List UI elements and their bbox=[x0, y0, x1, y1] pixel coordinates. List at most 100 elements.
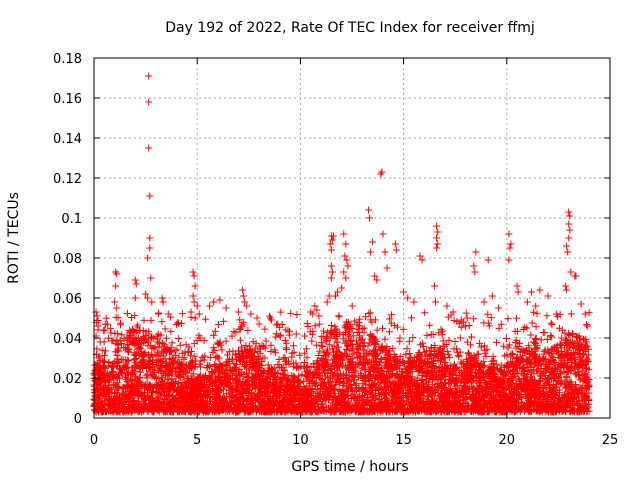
data-point bbox=[133, 375, 141, 383]
data-point bbox=[407, 375, 415, 383]
data-point bbox=[147, 342, 155, 350]
data-point bbox=[581, 382, 589, 390]
data-point bbox=[452, 406, 460, 414]
data-point bbox=[570, 394, 578, 402]
data-point bbox=[507, 383, 515, 391]
data-point bbox=[165, 380, 173, 388]
data-point bbox=[135, 392, 143, 400]
data-point bbox=[110, 363, 118, 371]
data-point bbox=[529, 378, 537, 386]
data-point bbox=[333, 395, 341, 403]
data-point bbox=[332, 381, 340, 389]
data-point bbox=[532, 323, 540, 331]
data-point bbox=[409, 397, 417, 405]
data-point bbox=[166, 408, 174, 416]
data-point bbox=[451, 394, 459, 402]
data-point bbox=[453, 379, 461, 387]
data-point bbox=[544, 392, 552, 400]
data-point bbox=[149, 356, 157, 364]
data-point bbox=[555, 406, 563, 414]
data-point bbox=[124, 348, 132, 356]
data-point bbox=[485, 397, 493, 405]
data-point bbox=[257, 408, 265, 416]
data-point bbox=[554, 373, 562, 381]
data-point bbox=[222, 378, 230, 386]
data-point bbox=[363, 407, 371, 415]
data-point bbox=[526, 407, 534, 415]
data-point bbox=[549, 407, 557, 415]
data-point bbox=[534, 381, 542, 389]
data-point bbox=[98, 402, 106, 410]
data-point bbox=[508, 374, 516, 382]
data-point bbox=[422, 352, 430, 360]
data-point bbox=[120, 335, 128, 343]
data-point bbox=[267, 373, 275, 381]
data-point bbox=[568, 329, 576, 337]
data-point bbox=[406, 378, 414, 386]
data-point bbox=[481, 376, 489, 384]
data-point bbox=[268, 366, 276, 374]
data-point bbox=[515, 375, 523, 383]
data-point bbox=[132, 372, 140, 380]
data-point bbox=[268, 384, 276, 392]
data-point bbox=[154, 382, 162, 390]
data-point bbox=[556, 342, 564, 350]
data-point bbox=[165, 371, 173, 379]
data-point bbox=[238, 393, 246, 401]
data-point bbox=[218, 401, 226, 409]
data-point bbox=[569, 399, 577, 407]
data-point bbox=[242, 397, 250, 405]
data-point bbox=[538, 383, 546, 391]
data-point bbox=[558, 407, 566, 415]
data-point bbox=[175, 407, 183, 415]
data-point bbox=[331, 385, 339, 393]
data-point bbox=[340, 408, 348, 416]
data-point bbox=[109, 408, 117, 416]
data-point bbox=[282, 393, 290, 401]
data-point bbox=[221, 369, 229, 377]
data-point bbox=[212, 406, 220, 414]
data-point bbox=[322, 402, 330, 410]
data-point bbox=[393, 370, 401, 378]
data-point bbox=[210, 401, 218, 409]
data-point bbox=[201, 389, 209, 397]
data-point bbox=[129, 396, 137, 404]
data-point bbox=[218, 377, 226, 385]
data-point bbox=[422, 387, 430, 395]
data-point bbox=[274, 369, 282, 377]
data-point bbox=[563, 397, 571, 405]
data-point bbox=[155, 392, 163, 400]
data-point bbox=[472, 355, 480, 363]
data-point bbox=[226, 399, 234, 407]
data-point bbox=[116, 337, 124, 345]
data-point bbox=[422, 401, 430, 409]
chart-title: Day 192 of 2022, Rate Of TEC Index for r… bbox=[165, 20, 535, 36]
data-point bbox=[475, 367, 483, 375]
data-point bbox=[421, 348, 429, 356]
data-point bbox=[543, 336, 551, 344]
data-point bbox=[200, 374, 208, 382]
data-point bbox=[366, 385, 374, 393]
data-point bbox=[345, 326, 353, 334]
data-point bbox=[255, 385, 263, 393]
dense-data-band bbox=[90, 302, 593, 416]
data-point bbox=[135, 377, 143, 385]
data-point bbox=[341, 394, 349, 402]
data-point bbox=[155, 408, 163, 416]
data-point bbox=[448, 376, 456, 384]
data-point bbox=[562, 383, 570, 391]
data-point bbox=[569, 385, 577, 393]
data-point bbox=[583, 404, 591, 412]
data-point bbox=[530, 386, 538, 394]
data-point bbox=[565, 396, 573, 404]
data-point bbox=[361, 407, 369, 415]
data-point bbox=[393, 406, 401, 414]
data-point bbox=[580, 344, 588, 352]
data-point bbox=[307, 385, 315, 393]
data-point bbox=[503, 407, 511, 415]
data-point bbox=[328, 382, 336, 390]
data-point bbox=[567, 378, 575, 386]
data-point bbox=[372, 387, 380, 395]
data-point bbox=[109, 400, 117, 408]
